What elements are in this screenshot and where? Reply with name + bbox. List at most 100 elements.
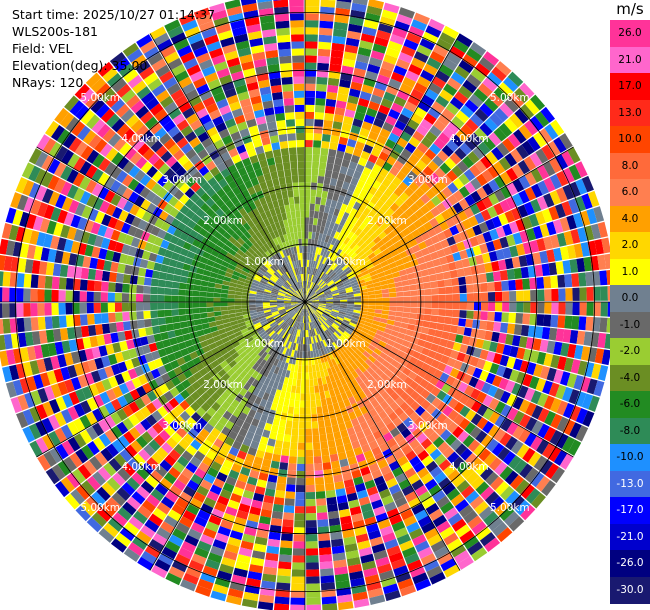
velocity-gate <box>560 342 570 357</box>
velocity-gate <box>346 102 358 112</box>
velocity-gate <box>323 310 331 315</box>
velocity-gate <box>174 267 183 276</box>
velocity-gate <box>359 266 368 273</box>
velocity-gate <box>430 184 442 196</box>
velocity-gate <box>324 390 331 399</box>
velocity-gate <box>309 329 313 337</box>
velocity-gate <box>107 292 115 302</box>
velocity-gate <box>306 288 310 296</box>
velocity-gate <box>389 192 399 203</box>
velocity-gate <box>157 309 165 318</box>
velocity-gate <box>362 245 371 253</box>
velocity-gate <box>428 431 440 443</box>
velocity-gate <box>461 466 475 480</box>
velocity-gate <box>326 228 333 237</box>
velocity-gate <box>414 208 425 219</box>
velocity-gate <box>431 397 442 408</box>
velocity-gate <box>390 346 400 355</box>
velocity-gate <box>384 252 393 261</box>
velocity-gate <box>30 274 39 288</box>
velocity-gate <box>305 111 315 120</box>
velocity-gate <box>364 516 377 527</box>
velocity-gate <box>310 267 314 275</box>
velocity-gate <box>213 311 222 317</box>
velocity-gate <box>500 418 513 432</box>
velocity-gate <box>357 97 370 108</box>
velocity-gate <box>411 229 421 239</box>
velocity-gate <box>307 322 310 331</box>
velocity-gate <box>410 296 418 302</box>
velocity-gate <box>571 273 580 287</box>
velocity-gate <box>378 322 387 328</box>
velocity-gate <box>512 178 525 193</box>
velocity-gate <box>432 490 446 503</box>
velocity-gate <box>315 261 320 270</box>
velocity-gate <box>363 567 378 578</box>
velocity-gate <box>491 216 503 228</box>
velocity-gate <box>390 266 399 274</box>
velocity-gate <box>449 96 464 110</box>
velocity-gate <box>275 589 290 598</box>
velocity-gate <box>315 327 320 335</box>
velocity-gate <box>544 123 559 140</box>
velocity-gate <box>377 271 386 278</box>
velocity-gate <box>407 223 417 233</box>
velocity-gate <box>213 288 222 294</box>
velocity-gate <box>37 303 45 317</box>
velocity-gate <box>350 81 363 91</box>
velocity-gate <box>370 244 379 253</box>
velocity-gate <box>368 294 376 299</box>
velocity-gate <box>58 290 66 302</box>
velocity-gate <box>338 400 346 410</box>
velocity-gate <box>445 217 456 228</box>
velocity-gate <box>16 317 25 333</box>
velocity-gate <box>423 559 440 572</box>
velocity-gate <box>519 360 530 373</box>
velocity-gate <box>395 259 404 267</box>
velocity-gate <box>305 302 307 309</box>
velocity-gate <box>548 206 560 221</box>
velocity-gate <box>394 496 408 508</box>
velocity-gate <box>305 358 309 366</box>
velocity-gate <box>347 183 357 193</box>
velocity-gate <box>347 296 355 300</box>
velocity-gate <box>299 400 305 408</box>
velocity-gate <box>374 289 383 295</box>
velocity-gate <box>466 284 474 293</box>
velocity-gate <box>192 296 200 302</box>
velocity-gate <box>431 101 445 114</box>
velocity-gate <box>346 259 355 267</box>
velocity-gate <box>394 207 405 217</box>
velocity-gate <box>402 367 412 377</box>
velocity-gate <box>316 342 321 350</box>
velocity-gate <box>373 359 382 368</box>
velocity-gate <box>411 165 423 176</box>
velocity-gate <box>307 351 311 359</box>
velocity-gate <box>337 501 349 511</box>
velocity-gate <box>515 479 530 495</box>
velocity-gate <box>206 286 215 293</box>
velocity-gate <box>436 401 448 413</box>
velocity-gate <box>437 362 447 372</box>
velocity-gate <box>353 327 362 334</box>
velocity-gate <box>423 63 438 76</box>
velocity-gate <box>505 167 519 182</box>
velocity-gate <box>403 302 411 308</box>
velocity-gate <box>539 250 549 264</box>
velocity-gate <box>314 261 318 269</box>
velocity-gate <box>368 355 377 364</box>
velocity-gate <box>295 393 301 401</box>
velocity-gate <box>293 541 305 549</box>
velocity-gate <box>414 250 424 259</box>
velocity-gate <box>317 307 325 311</box>
velocity-gate <box>310 292 316 298</box>
velocity-gate <box>367 529 382 540</box>
velocity-gate <box>144 268 154 278</box>
velocity-gate <box>407 272 416 280</box>
velocity-gate <box>361 121 373 131</box>
velocity-gate <box>349 322 357 328</box>
velocity-gate <box>522 313 531 325</box>
velocity-gate <box>541 208 553 223</box>
velocity-gate <box>136 285 144 294</box>
velocity-gate <box>276 582 291 591</box>
